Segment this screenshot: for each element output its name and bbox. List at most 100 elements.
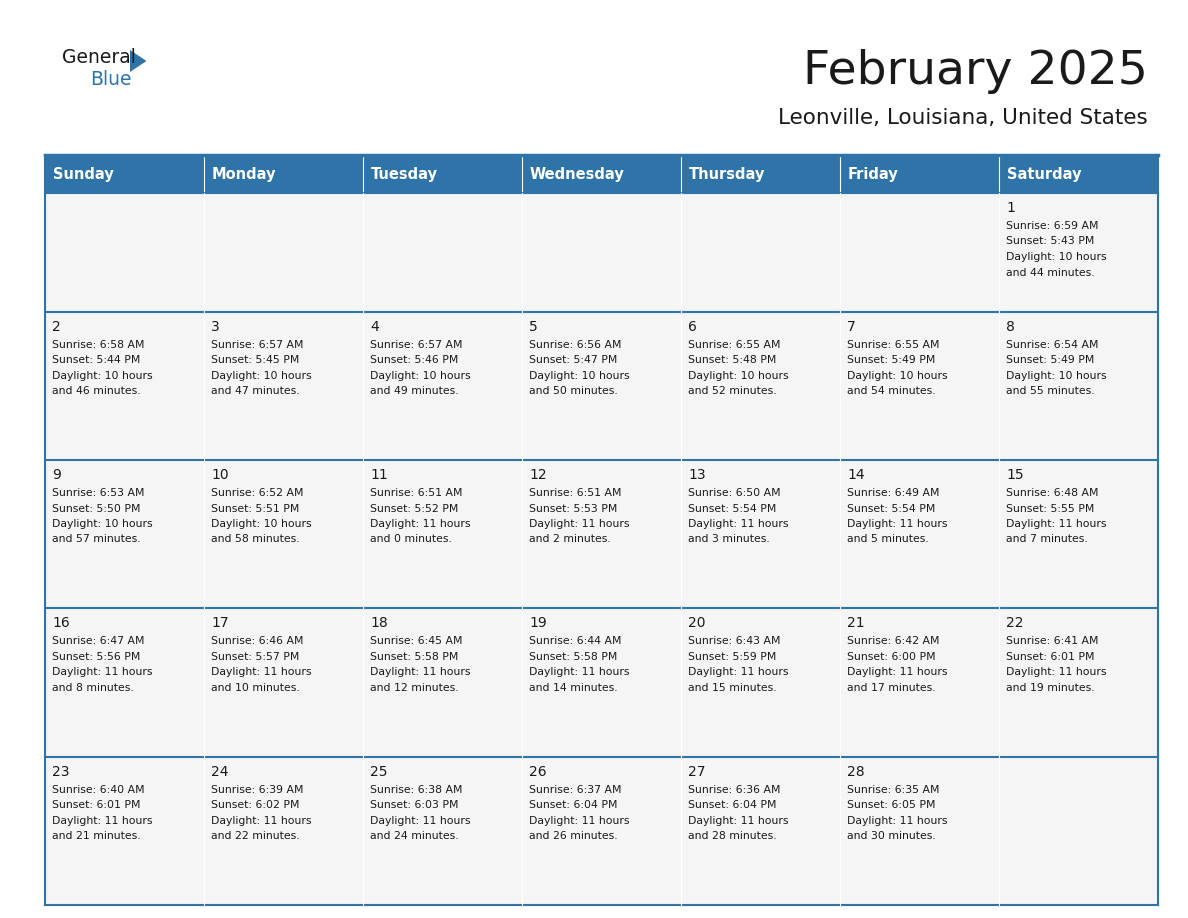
Polygon shape (129, 50, 146, 72)
Text: 22: 22 (1006, 616, 1024, 631)
Text: and 55 minutes.: and 55 minutes. (1006, 386, 1094, 397)
Text: Sunday: Sunday (53, 166, 114, 182)
Text: Daylight: 11 hours: Daylight: 11 hours (688, 667, 789, 677)
Text: 11: 11 (369, 468, 387, 482)
Text: Sunset: 5:49 PM: Sunset: 5:49 PM (1006, 355, 1094, 365)
Text: Daylight: 11 hours: Daylight: 11 hours (211, 667, 311, 677)
Bar (840, 756, 999, 905)
Text: Sunset: 5:54 PM: Sunset: 5:54 PM (688, 503, 777, 513)
Text: February 2025: February 2025 (803, 50, 1148, 95)
Text: 12: 12 (529, 468, 546, 482)
Bar (840, 193, 999, 312)
Bar (204, 155, 364, 193)
Bar (204, 460, 364, 609)
Text: Sunrise: 6:51 AM: Sunrise: 6:51 AM (369, 488, 462, 498)
Text: Daylight: 10 hours: Daylight: 10 hours (211, 519, 311, 529)
Text: Sunset: 5:59 PM: Sunset: 5:59 PM (688, 652, 777, 662)
Text: and 7 minutes.: and 7 minutes. (1006, 534, 1088, 544)
Text: Daylight: 11 hours: Daylight: 11 hours (847, 519, 948, 529)
Text: Sunset: 6:04 PM: Sunset: 6:04 PM (529, 800, 618, 811)
Bar (681, 155, 840, 193)
Text: Daylight: 11 hours: Daylight: 11 hours (369, 667, 470, 677)
Bar (522, 756, 681, 905)
Text: Sunrise: 6:49 AM: Sunrise: 6:49 AM (847, 488, 940, 498)
Text: Daylight: 10 hours: Daylight: 10 hours (1006, 252, 1107, 262)
Text: and 14 minutes.: and 14 minutes. (529, 683, 618, 693)
Bar (364, 312, 522, 460)
Bar (681, 756, 840, 905)
Text: Sunset: 5:57 PM: Sunset: 5:57 PM (211, 652, 299, 662)
Text: and 15 minutes.: and 15 minutes. (688, 683, 777, 693)
Text: and 47 minutes.: and 47 minutes. (211, 386, 299, 397)
Text: Daylight: 10 hours: Daylight: 10 hours (369, 371, 470, 381)
Text: Sunrise: 6:51 AM: Sunrise: 6:51 AM (529, 488, 621, 498)
Text: 16: 16 (52, 616, 70, 631)
Text: Sunrise: 6:48 AM: Sunrise: 6:48 AM (1006, 488, 1099, 498)
Text: and 2 minutes.: and 2 minutes. (529, 534, 611, 544)
Text: Daylight: 10 hours: Daylight: 10 hours (688, 371, 789, 381)
Text: 15: 15 (1006, 468, 1024, 482)
Text: and 17 minutes.: and 17 minutes. (847, 683, 936, 693)
Text: Sunrise: 6:50 AM: Sunrise: 6:50 AM (688, 488, 781, 498)
Text: 26: 26 (529, 765, 546, 778)
Text: Daylight: 11 hours: Daylight: 11 hours (52, 816, 152, 825)
Bar (999, 155, 1158, 193)
Bar (522, 312, 681, 460)
Text: 1: 1 (1006, 201, 1015, 215)
Bar (999, 193, 1158, 312)
Bar (45, 155, 204, 193)
Text: Sunrise: 6:39 AM: Sunrise: 6:39 AM (211, 785, 303, 795)
Text: Daylight: 11 hours: Daylight: 11 hours (1006, 667, 1106, 677)
Bar (840, 460, 999, 609)
Text: Sunrise: 6:42 AM: Sunrise: 6:42 AM (847, 636, 940, 646)
Text: Sunrise: 6:36 AM: Sunrise: 6:36 AM (688, 785, 781, 795)
Text: Monday: Monday (211, 166, 277, 182)
Text: Sunrise: 6:37 AM: Sunrise: 6:37 AM (529, 785, 621, 795)
Text: Daylight: 10 hours: Daylight: 10 hours (847, 371, 948, 381)
Text: Daylight: 10 hours: Daylight: 10 hours (529, 371, 630, 381)
Bar (45, 460, 204, 609)
Text: 23: 23 (52, 765, 70, 778)
Text: 28: 28 (847, 765, 865, 778)
Text: Saturday: Saturday (1007, 166, 1081, 182)
Text: Daylight: 11 hours: Daylight: 11 hours (529, 667, 630, 677)
Bar (681, 193, 840, 312)
Text: 18: 18 (369, 616, 387, 631)
Text: Sunrise: 6:53 AM: Sunrise: 6:53 AM (52, 488, 145, 498)
Text: Sunset: 5:55 PM: Sunset: 5:55 PM (1006, 503, 1094, 513)
Text: Sunrise: 6:45 AM: Sunrise: 6:45 AM (369, 636, 462, 646)
Bar (999, 609, 1158, 756)
Bar (522, 609, 681, 756)
Text: Sunset: 5:48 PM: Sunset: 5:48 PM (688, 355, 777, 365)
Text: 9: 9 (52, 468, 61, 482)
Text: Daylight: 11 hours: Daylight: 11 hours (529, 816, 630, 825)
Text: and 21 minutes.: and 21 minutes. (52, 831, 140, 841)
Bar (204, 756, 364, 905)
Text: 6: 6 (688, 319, 697, 333)
Text: 25: 25 (369, 765, 387, 778)
Text: Sunset: 6:03 PM: Sunset: 6:03 PM (369, 800, 459, 811)
Bar (364, 756, 522, 905)
Text: Sunset: 5:50 PM: Sunset: 5:50 PM (52, 503, 140, 513)
Text: and 22 minutes.: and 22 minutes. (211, 831, 299, 841)
Bar (999, 756, 1158, 905)
Text: Leonville, Louisiana, United States: Leonville, Louisiana, United States (778, 108, 1148, 128)
Text: and 46 minutes.: and 46 minutes. (52, 386, 140, 397)
Text: and 3 minutes.: and 3 minutes. (688, 534, 770, 544)
Text: 4: 4 (369, 319, 379, 333)
Text: Sunrise: 6:59 AM: Sunrise: 6:59 AM (1006, 221, 1099, 231)
Text: Sunrise: 6:56 AM: Sunrise: 6:56 AM (529, 340, 621, 350)
Text: Sunrise: 6:54 AM: Sunrise: 6:54 AM (1006, 340, 1099, 350)
Text: and 44 minutes.: and 44 minutes. (1006, 267, 1094, 277)
Bar (364, 155, 522, 193)
Text: and 10 minutes.: and 10 minutes. (211, 683, 299, 693)
Text: and 28 minutes.: and 28 minutes. (688, 831, 777, 841)
Text: Sunrise: 6:38 AM: Sunrise: 6:38 AM (369, 785, 462, 795)
Text: Daylight: 11 hours: Daylight: 11 hours (1006, 519, 1106, 529)
Text: and 0 minutes.: and 0 minutes. (369, 534, 451, 544)
Bar (204, 609, 364, 756)
Text: Sunset: 6:02 PM: Sunset: 6:02 PM (211, 800, 299, 811)
Text: Daylight: 11 hours: Daylight: 11 hours (847, 667, 948, 677)
Bar (522, 460, 681, 609)
Text: 20: 20 (688, 616, 706, 631)
